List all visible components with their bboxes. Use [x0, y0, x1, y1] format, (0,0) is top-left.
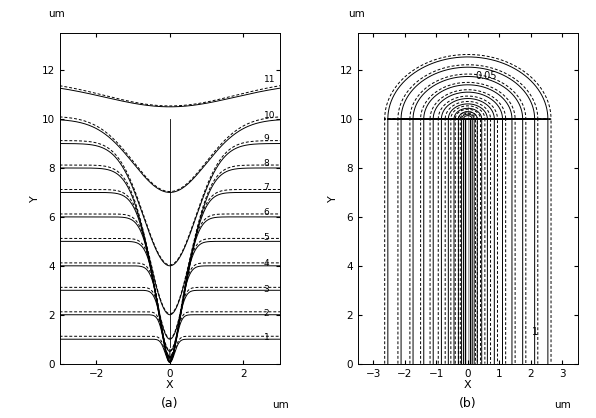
Text: 0.05: 0.05	[476, 71, 497, 81]
Text: 10: 10	[263, 111, 275, 120]
Text: 1: 1	[532, 327, 539, 337]
Text: 4: 4	[263, 259, 269, 268]
Text: um: um	[348, 9, 365, 19]
Text: (b): (b)	[459, 397, 477, 410]
Text: 2: 2	[263, 309, 269, 318]
Text: 1: 1	[263, 334, 269, 342]
Text: (a): (a)	[161, 397, 179, 410]
Text: um: um	[49, 9, 66, 19]
Y-axis label: Y: Y	[30, 195, 40, 202]
Text: 11: 11	[263, 75, 275, 84]
Text: 3: 3	[263, 285, 269, 293]
X-axis label: X: X	[166, 380, 173, 390]
X-axis label: X: X	[464, 380, 471, 390]
Text: 9: 9	[263, 134, 269, 143]
Text: um: um	[554, 400, 571, 410]
Text: 5: 5	[263, 233, 269, 242]
Text: um: um	[272, 400, 288, 410]
Text: 6: 6	[263, 207, 269, 217]
Y-axis label: Y: Y	[328, 195, 338, 202]
Text: 7: 7	[263, 183, 269, 192]
Text: 8: 8	[263, 158, 269, 168]
